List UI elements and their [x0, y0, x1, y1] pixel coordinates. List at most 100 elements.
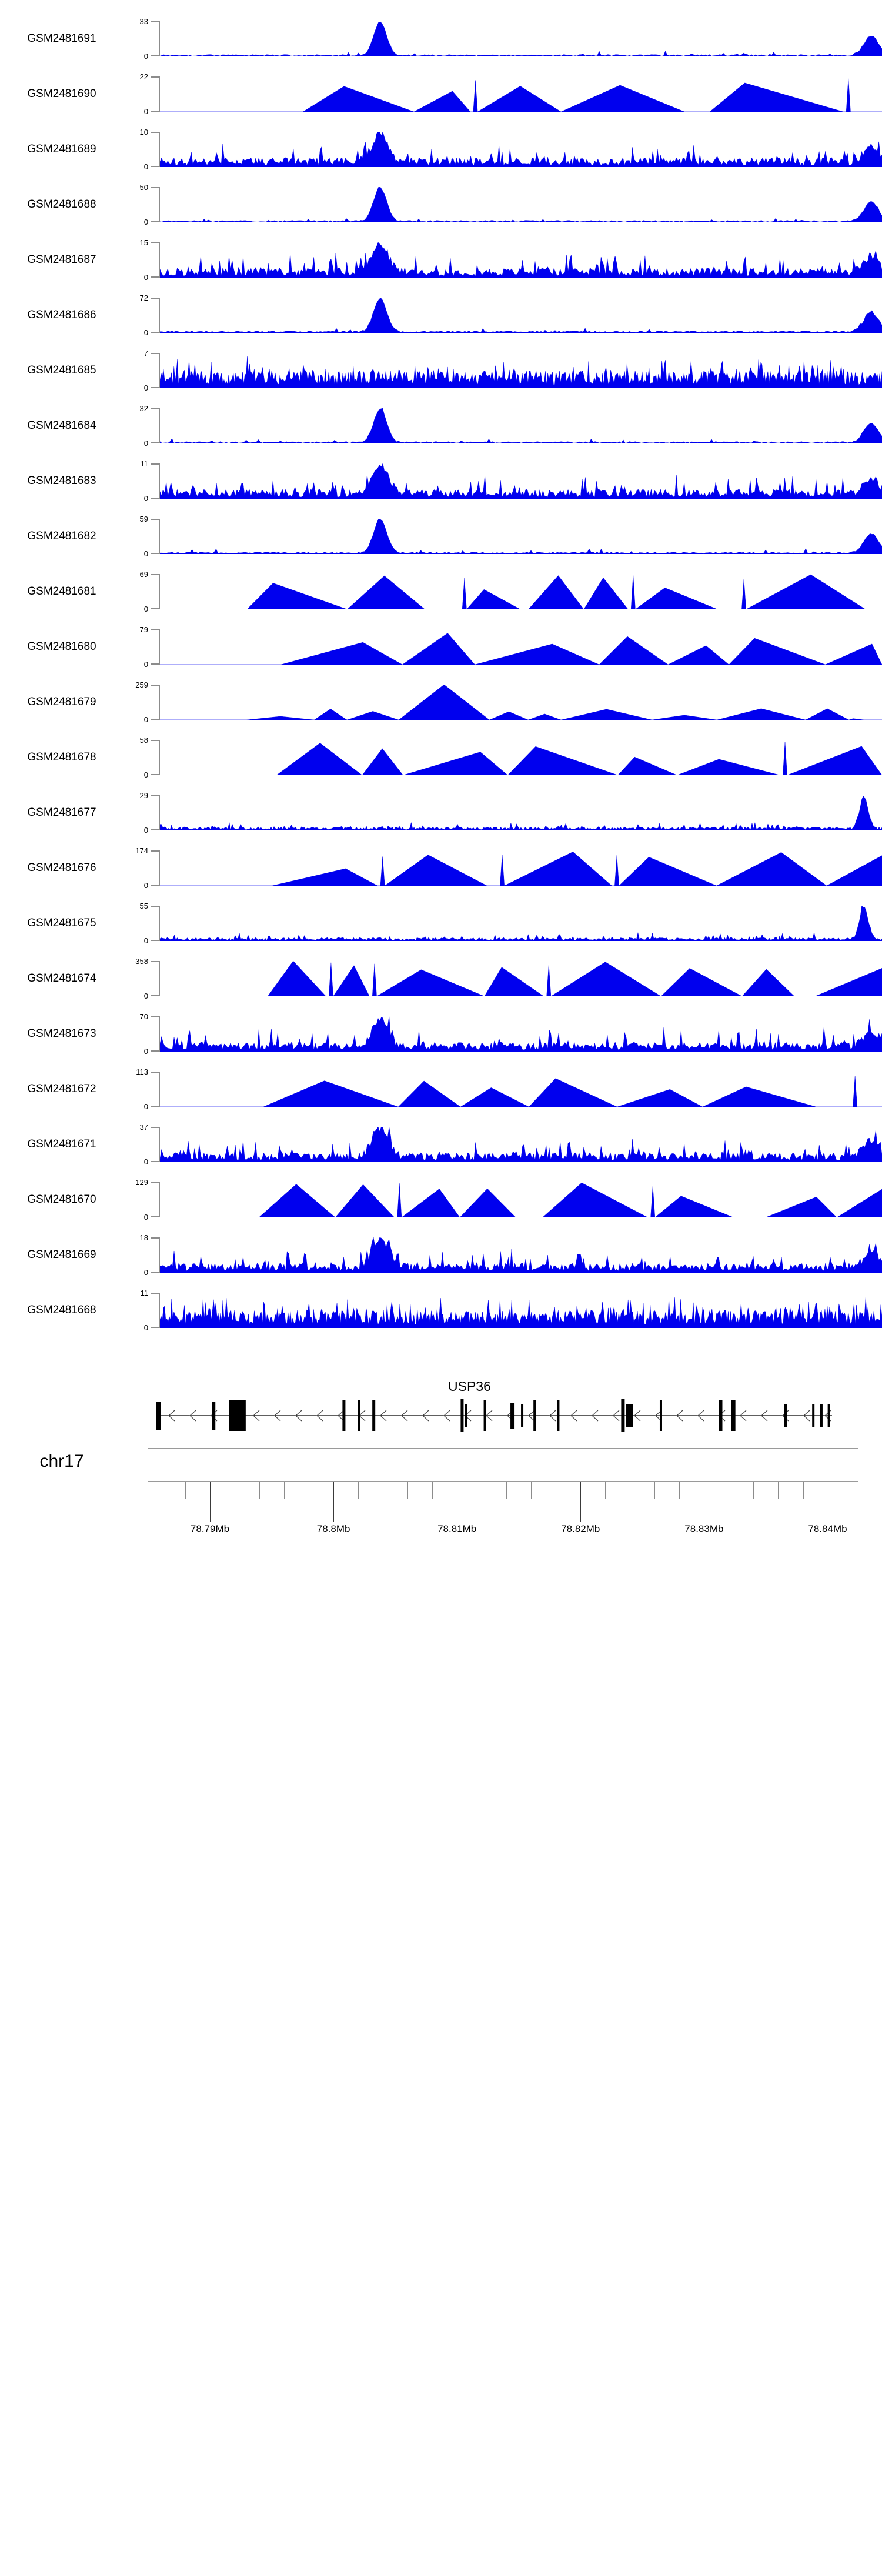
- signal-track[interactable]: GSM2481683 11 0: [0, 460, 882, 502]
- exon-block[interactable]: [229, 1400, 246, 1431]
- track-sample-label: GSM2481678: [27, 751, 96, 763]
- strand-arrow-icon: [570, 1410, 577, 1422]
- strand-arrow-icon: [592, 1410, 599, 1422]
- track-plot-area[interactable]: [160, 1237, 882, 1273]
- exon-block[interactable]: [372, 1400, 376, 1431]
- track-plot-area[interactable]: [160, 132, 882, 167]
- signal-track[interactable]: GSM2481676 174 0: [0, 847, 882, 889]
- exon-block[interactable]: [358, 1400, 360, 1431]
- track-plot-area[interactable]: [160, 408, 882, 443]
- exon-block[interactable]: [510, 1403, 515, 1429]
- track-y-axis: 18 0: [128, 1234, 163, 1276]
- signal-track[interactable]: GSM2481682 59 0: [0, 515, 882, 558]
- y-axis-zero-value: 0: [143, 1102, 148, 1111]
- gene-model-track[interactable]: USP36: [0, 1379, 882, 1432]
- signal-track[interactable]: GSM2481680 79 0: [0, 626, 882, 669]
- track-plot-area[interactable]: [160, 1182, 882, 1217]
- signal-track[interactable]: GSM2481673 70 0: [0, 1013, 882, 1055]
- coverage-area: [160, 187, 882, 222]
- track-plot-area[interactable]: [160, 850, 882, 886]
- track-plot-area[interactable]: [160, 685, 882, 720]
- y-axis-line: [159, 795, 160, 830]
- exon-block[interactable]: [533, 1400, 536, 1431]
- track-plot-area[interactable]: [160, 353, 882, 388]
- signal-track[interactable]: GSM2481681 69 0: [0, 570, 882, 613]
- track-plot-area[interactable]: [160, 242, 882, 278]
- exon-block[interactable]: [626, 1404, 633, 1427]
- track-plot-area[interactable]: [160, 463, 882, 499]
- exon-block[interactable]: [557, 1400, 560, 1431]
- signal-track[interactable]: GSM2481677 29 0: [0, 792, 882, 834]
- exon-block[interactable]: [460, 1399, 464, 1432]
- y-axis-zero-value: 0: [143, 162, 148, 171]
- track-plot-area[interactable]: [160, 1016, 882, 1052]
- signal-track[interactable]: GSM2481674 358 0: [0, 957, 882, 1000]
- signal-track[interactable]: GSM2481678 58 0: [0, 736, 882, 779]
- signal-track[interactable]: GSM2481670 129 0: [0, 1179, 882, 1221]
- y-axis-tick-zero: [151, 1216, 160, 1217]
- signal-track[interactable]: GSM2481686 72 0: [0, 294, 882, 336]
- track-plot-area[interactable]: [160, 21, 882, 56]
- signal-track[interactable]: GSM2481684 32 0: [0, 405, 882, 447]
- track-plot-area[interactable]: [160, 76, 882, 112]
- track-y-axis: 11 0: [128, 1289, 163, 1332]
- y-axis-zero-value: 0: [143, 1323, 148, 1332]
- ruler-minor-tick: [605, 1482, 606, 1499]
- signal-track[interactable]: GSM2481671 37 0: [0, 1123, 882, 1166]
- exon-block[interactable]: [812, 1404, 815, 1427]
- track-plot-area[interactable]: [160, 961, 882, 996]
- exon-block[interactable]: [342, 1400, 346, 1431]
- track-plot-area[interactable]: [160, 906, 882, 941]
- exon-block[interactable]: [659, 1400, 662, 1431]
- signal-track[interactable]: GSM2481691 33 0: [0, 18, 882, 60]
- track-plot-area[interactable]: [160, 574, 882, 609]
- y-axis-tick-max: [151, 132, 160, 133]
- y-axis-tick-zero: [151, 387, 160, 388]
- track-plot-area[interactable]: [160, 629, 882, 665]
- signal-track[interactable]: GSM2481675 55 0: [0, 902, 882, 945]
- y-axis-max-value: 22: [139, 72, 148, 81]
- exon-block[interactable]: [621, 1399, 625, 1432]
- signal-track[interactable]: GSM2481668 11 0: [0, 1289, 882, 1332]
- exon-block[interactable]: [521, 1404, 524, 1427]
- track-plot-area[interactable]: [160, 187, 882, 222]
- exon-block[interactable]: [719, 1400, 723, 1431]
- ruler-minor-tick: [531, 1482, 532, 1499]
- ruler-major-tick: [580, 1482, 582, 1522]
- track-plot-area[interactable]: [160, 740, 882, 775]
- signal-track[interactable]: GSM2481690 22 0: [0, 72, 882, 115]
- track-y-axis: 113 0: [128, 1068, 163, 1111]
- track-plot-area[interactable]: [160, 1127, 882, 1162]
- ruler-minor-tick: [778, 1482, 779, 1499]
- track-plot-area[interactable]: [160, 1293, 882, 1328]
- exon-block[interactable]: [483, 1400, 486, 1431]
- signal-track[interactable]: GSM2481688 50 0: [0, 183, 882, 226]
- track-plot-area[interactable]: [160, 519, 882, 554]
- signal-track[interactable]: GSM2481669 18 0: [0, 1234, 882, 1276]
- track-sample-label: GSM2481679: [27, 696, 96, 708]
- exon-block[interactable]: [784, 1404, 787, 1427]
- exon-block[interactable]: [827, 1404, 830, 1427]
- y-axis-line: [159, 1237, 160, 1273]
- strand-arrow-icon: [803, 1410, 810, 1422]
- signal-track[interactable]: GSM2481689 10 0: [0, 128, 882, 171]
- coverage-plot: [160, 796, 882, 830]
- signal-track[interactable]: GSM2481687 15 0: [0, 239, 882, 281]
- track-plot-area[interactable]: [160, 1072, 882, 1107]
- track-plot-area[interactable]: [160, 298, 882, 333]
- signal-track[interactable]: GSM2481679 259 0: [0, 681, 882, 723]
- exon-block[interactable]: [731, 1400, 736, 1431]
- coverage-area: [160, 298, 882, 333]
- exon-block[interactable]: [156, 1402, 161, 1430]
- signal-track[interactable]: GSM2481685 7 0: [0, 349, 882, 392]
- strand-arrow-icon: [634, 1410, 641, 1422]
- exon-block[interactable]: [212, 1402, 216, 1430]
- y-axis-tick-zero: [151, 719, 160, 720]
- track-plot-area[interactable]: [160, 795, 882, 830]
- y-axis-zero-value: 0: [143, 660, 148, 669]
- track-y-axis: 15 0: [128, 239, 163, 281]
- exon-block[interactable]: [820, 1404, 823, 1427]
- y-axis-tick-zero: [151, 55, 160, 56]
- exon-block[interactable]: [465, 1404, 467, 1427]
- signal-track[interactable]: GSM2481672 113 0: [0, 1068, 882, 1111]
